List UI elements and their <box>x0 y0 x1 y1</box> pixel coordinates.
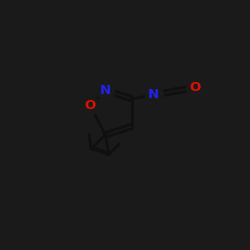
Text: N: N <box>100 84 111 97</box>
Text: N: N <box>148 88 159 102</box>
Text: O: O <box>85 99 96 112</box>
Text: O: O <box>190 81 201 94</box>
